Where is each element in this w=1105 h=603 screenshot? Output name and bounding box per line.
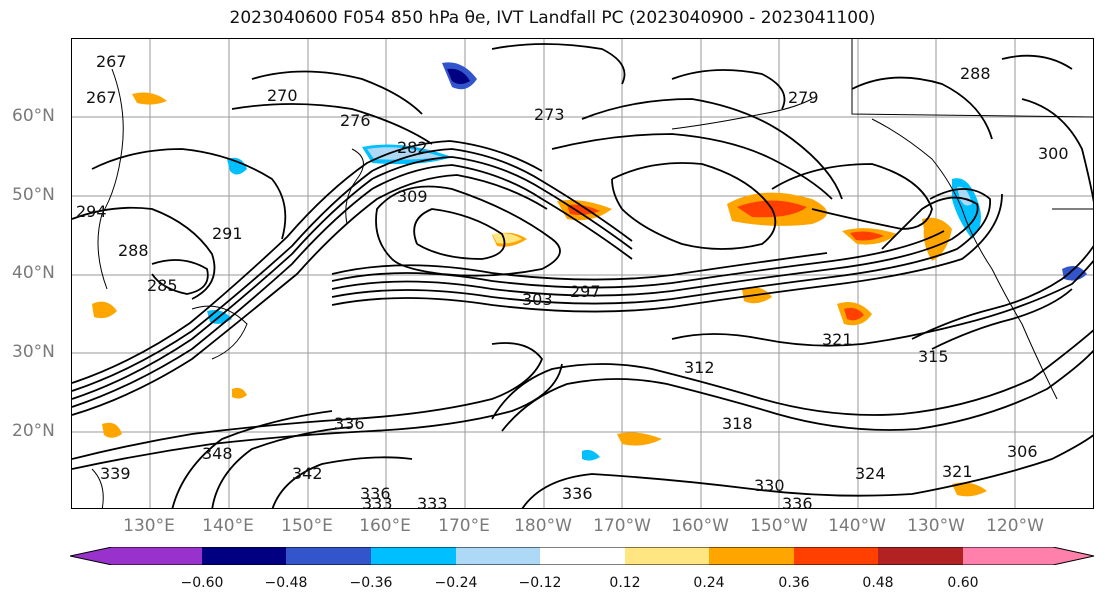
contour-label: 333 xyxy=(362,494,393,509)
colorbar-swatch xyxy=(625,547,709,565)
lon-label-150w: 150°W xyxy=(750,516,808,536)
colorbar-swatch xyxy=(371,547,456,565)
lon-label-160w: 160°W xyxy=(671,516,729,536)
contour-label: 288 xyxy=(118,241,149,260)
colorbar-tick-label: −0.36 xyxy=(349,575,393,591)
contour-label: 339 xyxy=(100,464,131,483)
contour-label: 309 xyxy=(397,187,428,206)
colorbar-tick-label: −0.48 xyxy=(264,575,308,591)
lon-label-170w: 170°W xyxy=(593,516,651,536)
contour-label: 324 xyxy=(855,464,886,483)
lon-label-140e: 140°E xyxy=(202,516,254,536)
contour-label: 333 xyxy=(417,494,448,509)
contour-label: 315 xyxy=(918,347,949,366)
contour-label: 282 xyxy=(397,138,428,157)
contour-label: 318 xyxy=(722,414,753,433)
lon-label-160e: 160°E xyxy=(359,516,411,536)
contour-label: 300 xyxy=(1038,144,1069,163)
lat-label-40n: 40°N xyxy=(12,263,55,283)
lon-label-180w: 180°W xyxy=(514,516,572,536)
colorbar xyxy=(70,547,1095,565)
lat-label-20n: 20°N xyxy=(12,421,55,441)
contour-label: 267 xyxy=(96,52,127,71)
lat-label-50n: 50°N xyxy=(12,185,55,205)
lat-label-30n: 30°N xyxy=(12,342,55,362)
colorbar-tick-label: 0.24 xyxy=(693,575,725,591)
contour-label: 336 xyxy=(562,484,593,503)
contour-label: 270 xyxy=(267,86,298,105)
colorbar-tick-label: 0.12 xyxy=(609,575,641,591)
colorbar-tick-label: −0.24 xyxy=(434,575,478,591)
graticule xyxy=(72,39,1093,508)
lon-label-120w: 120°W xyxy=(986,516,1044,536)
lat-label-60n: 60°N xyxy=(12,106,55,126)
lon-label-130w: 130°W xyxy=(907,516,965,536)
colorbar-extend-low xyxy=(70,547,202,565)
colorbar-swatch xyxy=(709,547,794,565)
colorbar-tick-label: −0.60 xyxy=(180,575,224,591)
colorbar-swatch xyxy=(794,547,878,565)
contour-label: 312 xyxy=(684,358,715,377)
lon-label-170e: 170°E xyxy=(438,516,490,536)
colorbar-tick-label: −0.12 xyxy=(518,575,562,591)
contour-label: 291 xyxy=(212,224,243,243)
colorbar-tick-label: 0.36 xyxy=(778,575,810,591)
lon-label-140w: 140°W xyxy=(828,516,886,536)
map-panel[interactable]: 267 270 276 282 285 288 291 294 297 303 … xyxy=(71,38,1094,509)
contour-label: 276 xyxy=(340,111,371,130)
colorbar-tick-label: 0.48 xyxy=(862,575,894,591)
contour-label: 294 xyxy=(76,202,107,221)
colorbar-tick-label: 0.60 xyxy=(947,575,979,591)
contour-label: 336 xyxy=(782,494,813,509)
contour-label: 267 xyxy=(86,88,117,107)
contour-label: 279 xyxy=(788,88,819,107)
map-canvas: 267 270 276 282 285 288 291 294 297 303 … xyxy=(72,39,1093,509)
lon-label-130e: 130°E xyxy=(123,516,175,536)
map-title: 2023040600 F054 850 hPa θe, IVT Landfall… xyxy=(229,8,876,28)
contour-label: 285 xyxy=(147,276,178,295)
pc-shading xyxy=(92,62,1087,497)
contour-label: 306 xyxy=(1007,442,1038,461)
contour-label: 348 xyxy=(202,444,233,463)
contour-label: 321 xyxy=(942,462,973,481)
contour-label: 288 xyxy=(960,64,991,83)
colorbar-swatch xyxy=(202,547,286,565)
contour-label: 297 xyxy=(570,282,601,301)
contour-labels: 267 270 276 282 285 288 291 294 297 303 … xyxy=(76,52,1069,509)
contour-label: 273 xyxy=(534,105,565,124)
contour-label: 321 xyxy=(822,330,853,349)
lon-label-150e: 150°E xyxy=(281,516,333,536)
colorbar-swatch xyxy=(878,547,963,565)
theta-e-contours xyxy=(72,43,1093,508)
colorbar-swatch xyxy=(540,547,625,565)
contour-label: 330 xyxy=(754,476,785,495)
colorbar-extend-high xyxy=(963,547,1094,565)
contour-label: 342 xyxy=(292,464,323,483)
colorbar-swatch xyxy=(456,547,540,565)
contour-label: 336 xyxy=(334,414,365,433)
contour-label: 336 xyxy=(360,484,391,503)
colorbar-swatch xyxy=(286,547,371,565)
contour-label: 303 xyxy=(522,290,553,309)
coastlines xyxy=(91,39,1093,508)
